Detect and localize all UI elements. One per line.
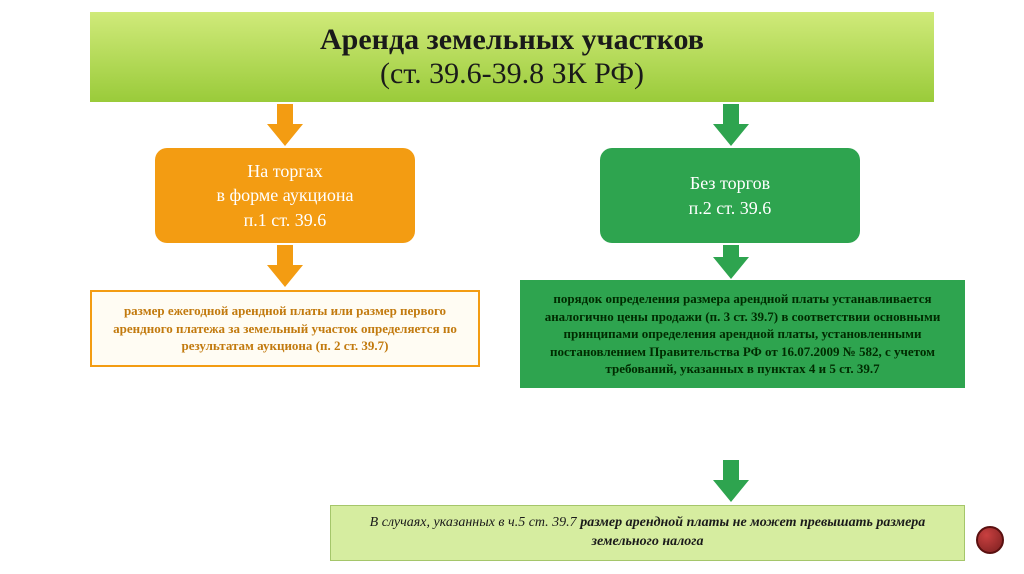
arrow-header-right-head bbox=[713, 124, 749, 146]
right-info-text: порядок определения размера арендной пла… bbox=[545, 291, 941, 376]
left-branch-text: На торгах в форме аукциона п.1 ст. 39.6 bbox=[217, 159, 354, 232]
bottom-info-prefix: В случаях, указанных в ч.5 ст. 39.7 bbox=[370, 515, 581, 530]
title-line2: (ст. 39.6-39.8 ЗК РФ) bbox=[380, 57, 644, 91]
left-info-box: размер ежегодной арендной платы или разм… bbox=[90, 290, 480, 367]
arrow-header-left-body bbox=[277, 104, 293, 124]
left-info-text: размер ежегодной арендной платы или разм… bbox=[113, 303, 457, 353]
arrow-header-right-body bbox=[723, 104, 739, 124]
title-header: Аренда земельных участков (ст. 39.6-39.8… bbox=[90, 12, 934, 102]
arrow-right-info-bottom-head bbox=[713, 480, 749, 502]
right-branch-box: Без торгов п.2 ст. 39.6 bbox=[600, 148, 860, 243]
nav-circle-icon[interactable] bbox=[976, 526, 1004, 554]
bottom-info-box: В случаях, указанных в ч.5 ст. 39.7 разм… bbox=[330, 505, 965, 561]
title-line1: Аренда земельных участков bbox=[320, 23, 704, 57]
arrow-right-branch-info-body bbox=[723, 245, 739, 257]
arrow-left-branch-info-body bbox=[277, 245, 293, 265]
right-info-box: порядок определения размера арендной пла… bbox=[520, 280, 965, 388]
arrow-header-left-head bbox=[267, 124, 303, 146]
bottom-info-rest: размер арендной платы не может превышать… bbox=[580, 515, 925, 549]
arrow-right-info-bottom-body bbox=[723, 460, 739, 480]
arrow-left-branch-info-head bbox=[267, 265, 303, 287]
right-branch-text: Без торгов п.2 ст. 39.6 bbox=[689, 171, 772, 220]
arrow-right-branch-info-head bbox=[713, 257, 749, 279]
left-branch-box: На торгах в форме аукциона п.1 ст. 39.6 bbox=[155, 148, 415, 243]
